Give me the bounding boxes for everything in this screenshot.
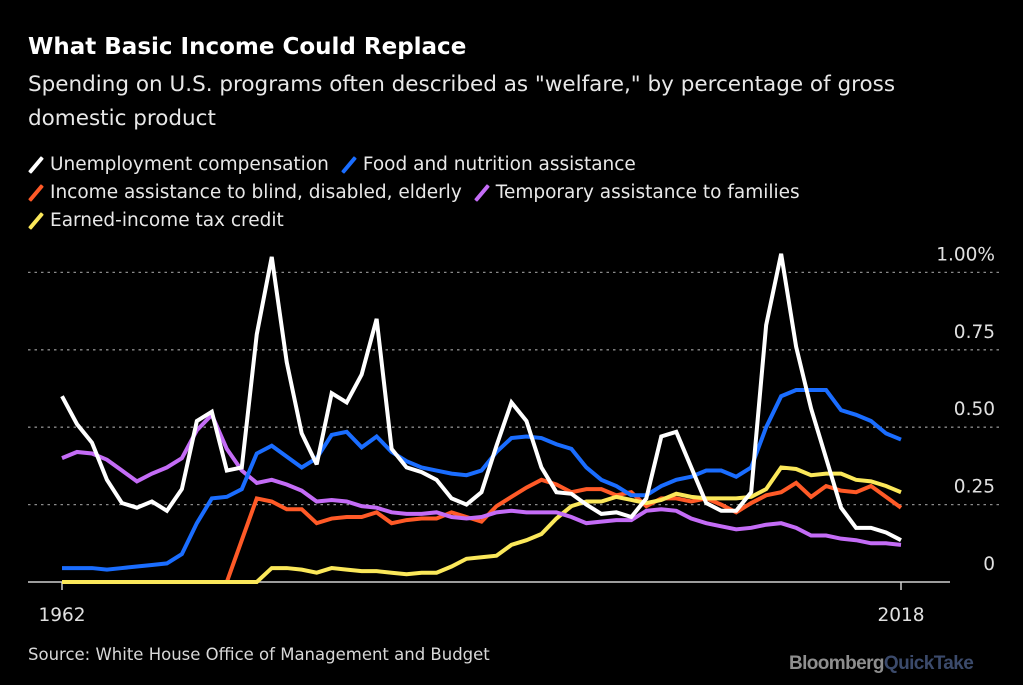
legend-label: Food and nutrition assistance: [362, 154, 636, 175]
legend-label: Earned-income tax credit: [50, 210, 284, 231]
series-line-earned-income-tax-credit: [62, 465, 902, 584]
legend: Unemployment compensation Food and nutri…: [28, 151, 812, 235]
series-line-food-and-nutrition-assistance: [62, 388, 902, 572]
legend-item-income-assistance: Income assistance to blind, disabled, el…: [28, 179, 462, 207]
legend-item-temporary-assistance: Temporary assistance to families: [473, 179, 800, 207]
chart-subtitle: Spending on U.S. programs often describe…: [28, 72, 896, 131]
bloomberg-quicktake-logo: BloombergQuickTake: [789, 653, 974, 675]
legend-label: Income assistance to blind, disabled, el…: [50, 182, 462, 203]
chart-title: What Basic Income Could Replace: [28, 34, 467, 60]
legend-item-unemployment: Unemployment compensation: [28, 151, 329, 179]
series-line-temporary-assistance-to-families: [61, 411, 902, 547]
legend-item-food: Food and nutrition assistance: [340, 151, 636, 179]
y-tick-label: 1.00%: [936, 244, 995, 265]
y-tick-label: 0.75: [954, 322, 995, 343]
x-tick-label: 2018: [877, 605, 924, 626]
y-tick-label: 0.50: [954, 399, 995, 420]
source-note: Source: White House Office of Management…: [28, 645, 490, 664]
y-tick-label: 0: [983, 554, 995, 575]
y-tick-label: 0.25: [954, 477, 995, 498]
series-line-unemployment-compensation: [60, 253, 902, 542]
legend-item-eitc: Earned-income tax credit: [28, 207, 284, 235]
legend-label: Temporary assistance to families: [495, 182, 800, 203]
logo-part-2: QuickTake: [883, 653, 974, 674]
x-tick-label: 1962: [38, 605, 85, 626]
series-line-income-assistance-to-blind-disabled-elderly: [62, 477, 903, 584]
legend-label: Unemployment compensation: [50, 154, 329, 175]
logo-part-1: Bloomberg: [789, 653, 884, 674]
